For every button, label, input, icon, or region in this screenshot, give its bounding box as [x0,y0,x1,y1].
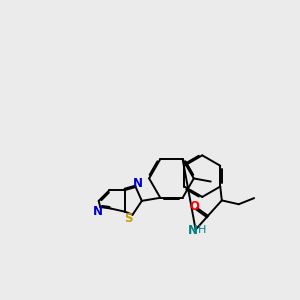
Text: N: N [133,177,143,190]
Text: O: O [189,200,199,213]
Text: N: N [188,224,198,237]
Text: S: S [124,212,133,225]
Text: N: N [93,205,103,218]
Text: H: H [198,225,207,236]
